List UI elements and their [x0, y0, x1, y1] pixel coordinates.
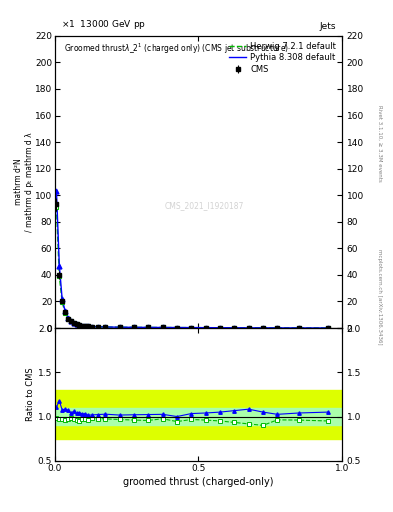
Herwig 7.2.1 default	[325, 325, 330, 331]
Herwig 7.2.1 default	[232, 325, 237, 331]
Pythia 8.308 default	[77, 322, 82, 328]
Herwig 7.2.1 default	[54, 204, 59, 210]
Pythia 8.308 default	[63, 308, 68, 314]
Line: Herwig 7.2.1 default: Herwig 7.2.1 default	[57, 207, 328, 328]
Text: Rivet 3.1.10, ≥ 3.3M events: Rivet 3.1.10, ≥ 3.3M events	[377, 105, 382, 182]
Pythia 8.308 default	[86, 323, 90, 329]
Text: CMS_2021_I1920187: CMS_2021_I1920187	[165, 201, 244, 210]
Pythia 8.308 default	[232, 325, 237, 331]
Pythia 8.308 default	[74, 321, 79, 327]
Pythia 8.308 default	[174, 325, 179, 331]
Pythia 8.308 default	[83, 323, 88, 329]
Pythia 8.308 default	[54, 188, 59, 194]
Herwig 7.2.1 default	[117, 324, 122, 330]
Herwig 7.2.1 default	[71, 321, 76, 327]
Herwig 7.2.1 default	[86, 323, 90, 329]
Herwig 7.2.1 default	[246, 325, 251, 331]
Herwig 7.2.1 default	[63, 310, 68, 316]
Pythia 8.308 default	[96, 324, 101, 330]
Pythia 8.308 default	[246, 325, 251, 331]
Herwig 7.2.1 default	[57, 273, 62, 279]
Pythia 8.308 default	[132, 324, 136, 330]
Herwig 7.2.1 default	[146, 325, 151, 331]
Pythia 8.308 default	[117, 324, 122, 330]
Pythia 8.308 default	[261, 325, 265, 331]
Herwig 7.2.1 default	[218, 325, 222, 331]
Pythia 8.308 default	[68, 318, 73, 324]
Herwig 7.2.1 default	[132, 324, 136, 330]
Herwig 7.2.1 default	[66, 316, 70, 322]
Herwig 7.2.1 default	[189, 325, 194, 331]
Herwig 7.2.1 default	[74, 322, 79, 328]
Pythia 8.308 default	[218, 325, 222, 331]
Pythia 8.308 default	[103, 324, 108, 330]
Pythia 8.308 default	[60, 296, 64, 303]
Herwig 7.2.1 default	[80, 323, 84, 329]
Pythia 8.308 default	[71, 320, 76, 326]
Pythia 8.308 default	[203, 325, 208, 331]
Y-axis label: Ratio to CMS: Ratio to CMS	[26, 368, 35, 421]
Herwig 7.2.1 default	[203, 325, 208, 331]
Text: $\times 1$  13000 GeV pp: $\times 1$ 13000 GeV pp	[61, 18, 146, 31]
Pythia 8.308 default	[160, 325, 165, 331]
Bar	[55, 390, 342, 439]
Herwig 7.2.1 default	[68, 318, 73, 325]
Herwig 7.2.1 default	[275, 325, 280, 331]
Herwig 7.2.1 default	[77, 322, 82, 328]
Pythia 8.308 default	[66, 315, 70, 321]
Herwig 7.2.1 default	[103, 324, 108, 330]
Legend: Herwig 7.2.1 default, Pythia 8.308 default, CMS: Herwig 7.2.1 default, Pythia 8.308 defau…	[226, 38, 340, 77]
Pythia 8.308 default	[146, 324, 151, 330]
Text: Jets: Jets	[320, 23, 336, 31]
Herwig 7.2.1 default	[160, 325, 165, 331]
X-axis label: groomed thrust (charged-only): groomed thrust (charged-only)	[123, 477, 274, 487]
Pythia 8.308 default	[189, 325, 194, 331]
Bar	[55, 408, 342, 425]
Herwig 7.2.1 default	[261, 325, 265, 331]
Pythia 8.308 default	[80, 323, 84, 329]
Pythia 8.308 default	[275, 325, 280, 331]
Y-axis label: mathrm d²N
/ mathrm d pₜ mathrm d λ: mathrm d²N / mathrm d pₜ mathrm d λ	[14, 132, 34, 232]
Herwig 7.2.1 default	[90, 324, 95, 330]
Pythia 8.308 default	[90, 324, 95, 330]
Pythia 8.308 default	[57, 263, 62, 269]
Herwig 7.2.1 default	[96, 324, 101, 330]
Herwig 7.2.1 default	[60, 299, 64, 305]
Pythia 8.308 default	[297, 325, 301, 331]
Herwig 7.2.1 default	[174, 325, 179, 331]
Herwig 7.2.1 default	[297, 325, 301, 331]
Text: mcplots.cern.ch [arXiv:1306.3436]: mcplots.cern.ch [arXiv:1306.3436]	[377, 249, 382, 345]
Pythia 8.308 default	[325, 325, 330, 331]
Herwig 7.2.1 default	[83, 323, 88, 329]
Line: Pythia 8.308 default: Pythia 8.308 default	[57, 191, 328, 328]
Text: Groomed thrust$\lambda\_2^1$ (charged only) (CMS jet substructure): Groomed thrust$\lambda\_2^1$ (charged on…	[64, 41, 289, 56]
